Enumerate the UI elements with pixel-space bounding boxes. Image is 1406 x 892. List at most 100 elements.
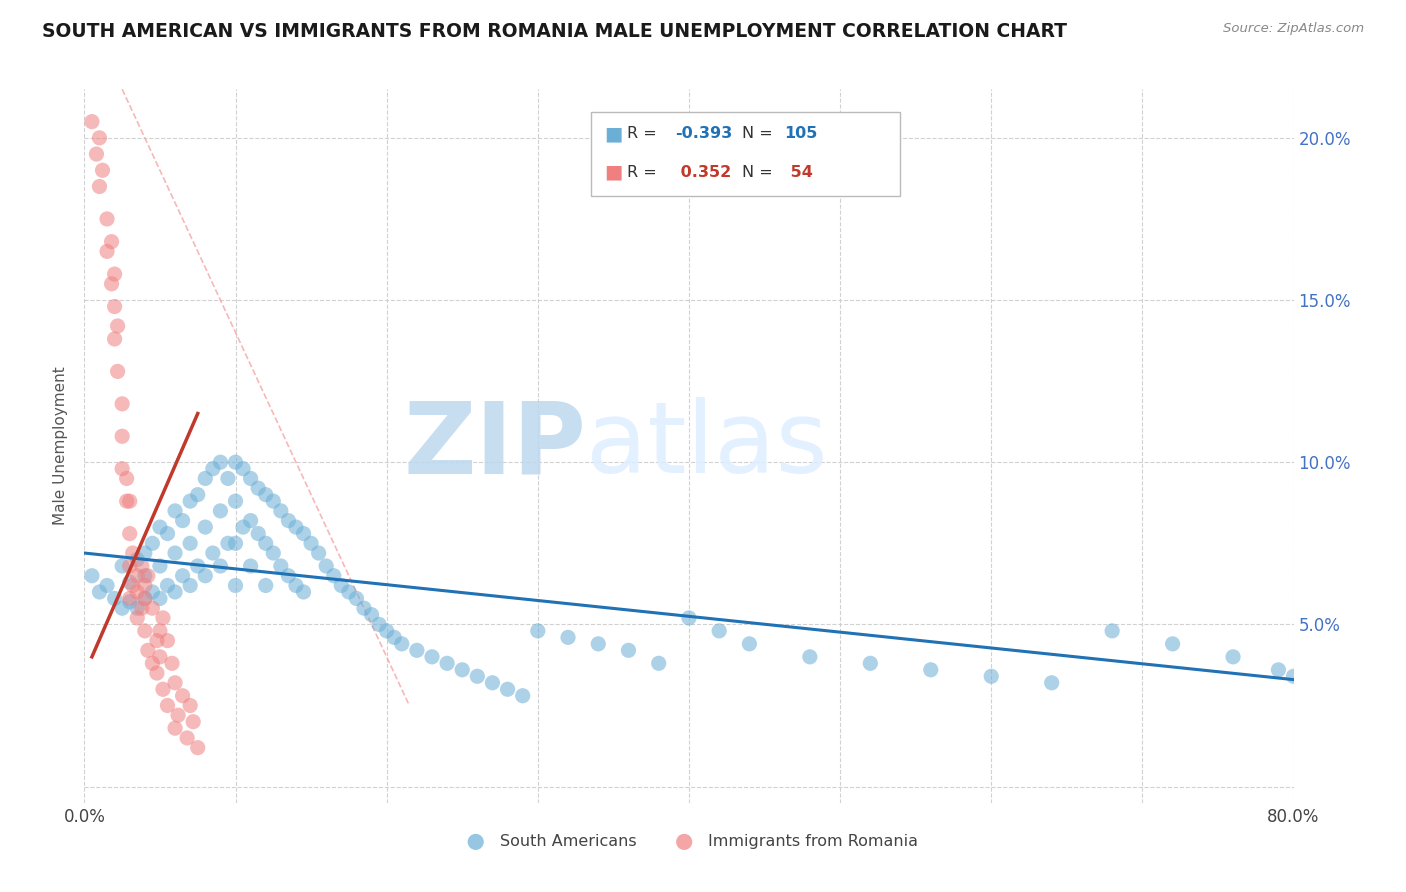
Point	[107, 318, 129, 333]
Point	[100, 235, 122, 249]
Point	[353, 601, 375, 615]
Point	[96, 244, 118, 259]
Point	[262, 494, 284, 508]
Point	[111, 559, 134, 574]
Point	[1222, 649, 1244, 664]
Point	[89, 585, 111, 599]
Point	[89, 179, 111, 194]
Point	[156, 698, 179, 713]
Point	[134, 624, 156, 638]
Point	[201, 546, 224, 560]
Point	[91, 163, 114, 178]
Point	[165, 721, 187, 735]
Point	[232, 461, 254, 475]
Point	[194, 471, 217, 485]
Point	[111, 601, 134, 615]
Point	[104, 300, 127, 314]
Point	[118, 559, 141, 574]
Point	[149, 520, 172, 534]
Point	[709, 624, 731, 638]
Point	[225, 455, 247, 469]
Point	[557, 631, 579, 645]
Point	[104, 267, 127, 281]
Point	[375, 624, 398, 638]
Point	[165, 546, 187, 560]
Point	[187, 740, 209, 755]
Point	[118, 595, 141, 609]
Point	[225, 494, 247, 508]
Point	[481, 675, 503, 690]
Point	[165, 504, 187, 518]
Point	[131, 559, 153, 574]
Point	[368, 617, 391, 632]
Point	[127, 611, 149, 625]
Point	[100, 277, 122, 291]
Point	[270, 504, 292, 518]
Text: -0.393: -0.393	[675, 127, 733, 141]
Point	[512, 689, 534, 703]
Point	[156, 633, 179, 648]
Point	[141, 601, 163, 615]
Text: ZIP: ZIP	[404, 398, 586, 494]
Legend: South Americans, Immigrants from Romania: South Americans, Immigrants from Romania	[453, 828, 925, 855]
Point	[149, 624, 172, 638]
Point	[172, 689, 194, 703]
Point	[136, 568, 159, 582]
Point	[136, 643, 159, 657]
Point	[141, 536, 163, 550]
Point	[209, 455, 232, 469]
Point	[254, 578, 277, 592]
Point	[420, 649, 443, 664]
Point	[194, 520, 217, 534]
Point	[360, 607, 382, 622]
Point	[330, 578, 353, 592]
Point	[146, 633, 169, 648]
Point	[346, 591, 368, 606]
Point	[121, 546, 143, 560]
Point	[859, 657, 882, 671]
Point	[80, 568, 103, 582]
Point	[496, 682, 519, 697]
Point	[194, 568, 217, 582]
Point	[127, 585, 149, 599]
Point	[920, 663, 942, 677]
Point	[1101, 624, 1123, 638]
Point	[165, 585, 187, 599]
Point	[337, 585, 360, 599]
Point	[149, 591, 172, 606]
Point	[285, 578, 308, 592]
Point	[738, 637, 761, 651]
Point	[179, 494, 201, 508]
Text: ■: ■	[605, 162, 623, 182]
Point	[315, 559, 337, 574]
Point	[391, 637, 413, 651]
Point	[209, 504, 232, 518]
Point	[1313, 682, 1336, 697]
Text: SOUTH AMERICAN VS IMMIGRANTS FROM ROMANIA MALE UNEMPLOYMENT CORRELATION CHART: SOUTH AMERICAN VS IMMIGRANTS FROM ROMANI…	[42, 22, 1067, 41]
Point	[141, 585, 163, 599]
Point	[262, 546, 284, 560]
Point	[118, 575, 141, 590]
Point	[104, 332, 127, 346]
Point	[152, 611, 174, 625]
Point	[217, 536, 239, 550]
Point	[149, 649, 172, 664]
Point	[187, 488, 209, 502]
Point	[617, 643, 640, 657]
Point	[1040, 675, 1063, 690]
Point	[1298, 675, 1320, 690]
Point	[201, 461, 224, 475]
Point	[179, 536, 201, 550]
Point	[115, 471, 138, 485]
Point	[292, 585, 315, 599]
Point	[292, 526, 315, 541]
Point	[179, 578, 201, 592]
Point	[382, 631, 405, 645]
Point	[254, 488, 277, 502]
Y-axis label: Male Unemployment: Male Unemployment	[53, 367, 69, 525]
Point	[436, 657, 458, 671]
Point	[111, 397, 134, 411]
Point	[156, 526, 179, 541]
Point	[181, 714, 204, 729]
Point	[247, 481, 270, 495]
